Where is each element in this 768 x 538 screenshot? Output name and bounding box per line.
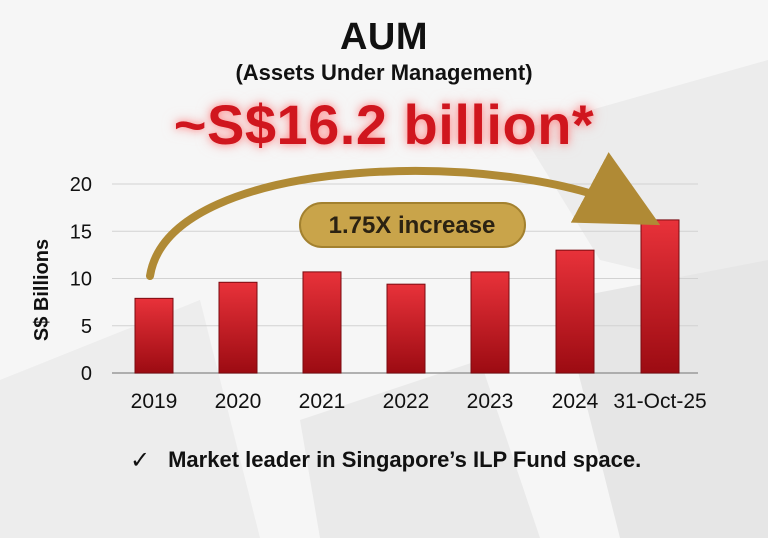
aum-headline-value: ~S$16.2 billion* bbox=[173, 93, 595, 156]
x-tick-label: 2023 bbox=[467, 390, 514, 413]
bar-2020 bbox=[218, 281, 258, 374]
x-tick-label: 2020 bbox=[215, 390, 262, 413]
y-axis-label: S$ Billions bbox=[31, 239, 53, 341]
bar-2024 bbox=[555, 249, 595, 374]
footer-highlight: ✓ Market leader in Singapore’s ILP Fund … bbox=[130, 446, 641, 474]
x-tick-label: 2021 bbox=[299, 390, 346, 413]
increase-badge: 1.75X increase bbox=[299, 202, 526, 248]
bar-2022 bbox=[386, 283, 426, 374]
page-title: AUM bbox=[339, 16, 429, 58]
x-tick-label: 2022 bbox=[383, 390, 430, 413]
y-tick-label: 15 bbox=[70, 221, 92, 243]
page-subtitle: (Assets Under Management) bbox=[235, 60, 533, 85]
growth-arrow bbox=[146, 152, 661, 280]
bar-2023 bbox=[470, 271, 510, 374]
y-tick-label: 5 bbox=[81, 316, 92, 338]
x-tick-label: 31-Oct-25 bbox=[613, 390, 706, 413]
x-tick-label: 2024 bbox=[552, 390, 599, 413]
y-tick-label: 10 bbox=[70, 269, 92, 291]
x-tick-label: 2019 bbox=[131, 390, 178, 413]
y-tick-label: 0 bbox=[81, 363, 92, 385]
check-mark-icon: ✓ bbox=[130, 446, 151, 474]
footer-text: Market leader in Singapore’s ILP Fund sp… bbox=[168, 447, 642, 472]
bar-2019 bbox=[134, 297, 174, 374]
increase-label: 1.75X increase bbox=[329, 212, 496, 239]
bar-2021 bbox=[302, 271, 342, 374]
y-tick-label: 20 bbox=[70, 174, 92, 196]
bar-31-oct-25 bbox=[640, 219, 680, 374]
